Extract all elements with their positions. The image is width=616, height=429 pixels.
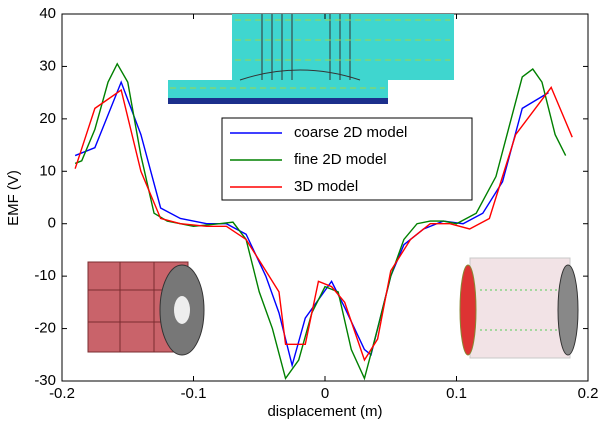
- legend-label: fine 2D model: [294, 151, 387, 168]
- y-tick-label: 10: [39, 162, 56, 179]
- chart: displacement (m) EMF (V) -0.2-0.100.10.2…: [0, 0, 616, 429]
- y-tick-label: -10: [34, 267, 56, 284]
- y-tick-label: 40: [39, 5, 56, 22]
- y-tick-label: 0: [48, 215, 56, 232]
- legend-label: 3D model: [294, 178, 358, 195]
- y-tick-label: 30: [39, 57, 56, 74]
- x-tick-label: 0.1: [446, 385, 467, 402]
- x-tick-label: -0.1: [181, 385, 207, 402]
- legend-label: coarse 2D model: [294, 124, 407, 141]
- y-axis-label: EMF (V): [5, 170, 22, 226]
- x-tick-label: 0.2: [578, 385, 599, 402]
- page: {"chart_data":{"type":"line","xlabel":"d…: [0, 0, 616, 429]
- y-tick-label: -20: [34, 320, 56, 337]
- y-tick-label: 20: [39, 110, 56, 127]
- model-3d-illustration-left: [88, 262, 204, 355]
- x-axis-label: displacement (m): [267, 403, 382, 420]
- x-tick-label: 0: [321, 385, 329, 402]
- model-3d-illustration-right: [460, 258, 578, 358]
- y-tick-label: -30: [34, 372, 56, 389]
